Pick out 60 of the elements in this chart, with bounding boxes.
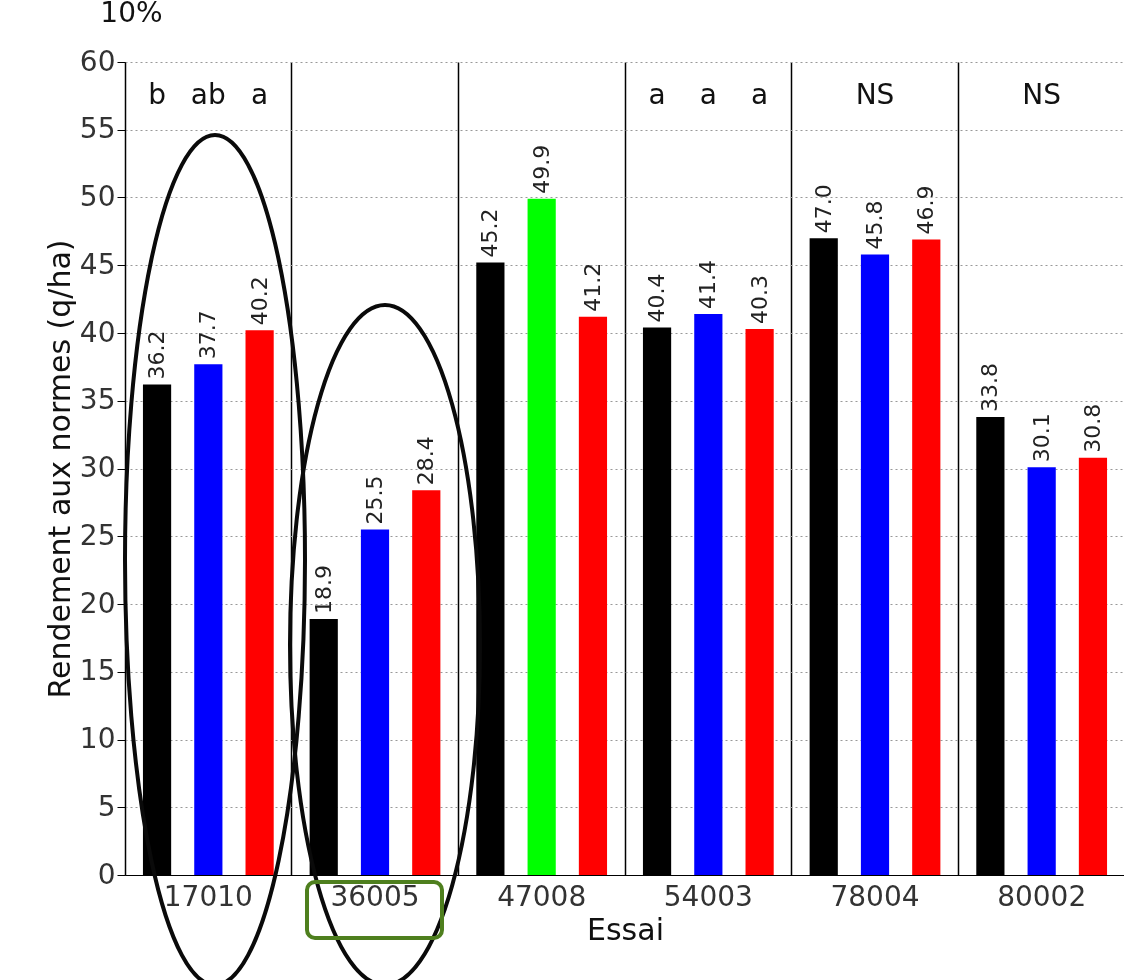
x-axis-title: Essai [587,911,664,947]
data-label: 25.5 [362,475,387,525]
data-label: 40.3 [746,274,772,324]
bar [912,239,941,875]
y-tick-label: 5 [97,789,116,823]
y-tick-label: 60 [79,44,116,78]
y-tick-label: 45 [79,247,116,281]
bar [578,316,608,875]
bar [745,328,774,875]
data-label: 37.7 [195,310,221,360]
data-label: 40.2 [246,276,272,326]
bar [360,529,390,875]
x-tick-label: 80002 [997,879,1087,913]
data-label: 47.0 [810,184,836,234]
x-tick-label: 54003 [663,879,753,913]
data-label: 41.2 [579,262,605,312]
annotation: NS [1022,78,1062,112]
text: 10% [100,0,163,29]
bar [694,314,723,875]
y-axis-title: Rendement aux normes (q/ha) [41,239,77,699]
annotation: a [751,78,769,112]
bar [1027,467,1056,875]
bar [860,254,890,875]
bar [527,198,556,875]
y-tick-label: 55 [79,112,116,146]
annotation: b [148,78,166,112]
x-tick-label: 47008 [497,879,587,913]
data-label: 49.9 [528,144,554,194]
bar [1078,457,1108,875]
data-label: 41.4 [695,260,721,310]
data-label: 30.8 [1079,403,1105,453]
y-tick-label: 40 [79,315,116,349]
y-tick-label: 25 [79,518,116,552]
data-label: 36.2 [144,330,170,380]
x-tick-label: 36005 [330,879,420,913]
bar [194,364,223,875]
data-label: 33.8 [977,363,1003,413]
bar [412,490,441,875]
y-tick-label: 0 [97,857,116,891]
annotation: a [699,78,717,112]
data-label: 28.4 [413,436,439,486]
y-tick-label: 50 [79,180,116,213]
y-tick-label: 30 [79,451,116,484]
y-tick-label: 15 [79,654,116,688]
bar [245,330,274,875]
data-label: 40.4 [644,273,670,323]
data-label: 45.2 [477,208,503,258]
x-tick-label: 78004 [830,879,920,913]
data-label: 18.9 [310,564,336,614]
annotation: a [648,78,666,112]
annotation: a [251,78,269,112]
x-tick-label: 17010 [163,879,253,913]
annotation: ab [190,78,226,112]
y-tick-label: 10 [79,722,116,755]
data-label: 30.1 [1028,413,1054,463]
data-label: 46.9 [913,185,939,235]
y-tick-label: 35 [79,383,116,417]
annotation: NS [855,78,895,112]
y-tick-label: 20 [79,586,116,620]
data-label: 45.8 [862,200,887,250]
